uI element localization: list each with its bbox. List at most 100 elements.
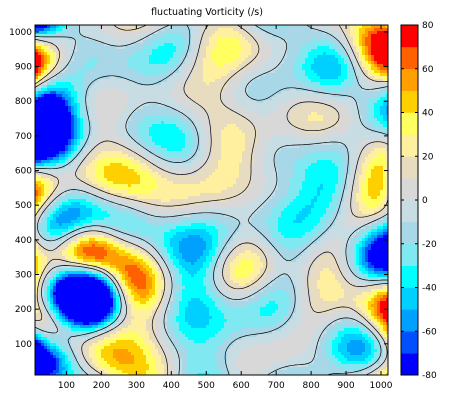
field-cell xyxy=(77,121,81,125)
field-cell xyxy=(35,160,39,164)
field-cell xyxy=(164,28,168,32)
field-cell xyxy=(92,172,96,176)
field-cell xyxy=(314,40,318,44)
field-cell xyxy=(131,169,135,173)
field-cell xyxy=(338,151,342,155)
field-cell xyxy=(380,124,384,128)
field-cell xyxy=(281,88,285,92)
field-cell xyxy=(314,31,318,35)
field-cell xyxy=(92,46,96,50)
field-cell xyxy=(377,130,381,134)
field-cell xyxy=(311,103,315,107)
field-cell xyxy=(92,118,96,122)
field-cell xyxy=(359,64,363,68)
field-cell xyxy=(380,37,384,41)
field-cell xyxy=(284,169,288,173)
field-cell xyxy=(239,61,243,65)
field-cell xyxy=(239,85,243,89)
field-cell xyxy=(44,67,48,71)
field-cell xyxy=(380,67,384,71)
field-cell xyxy=(146,91,150,95)
field-cell xyxy=(137,172,141,176)
field-cell xyxy=(170,154,174,158)
field-cell xyxy=(374,61,378,65)
plot-area xyxy=(34,24,389,376)
field-cell xyxy=(239,139,243,143)
field-cell xyxy=(188,61,192,65)
field-cell xyxy=(209,163,213,167)
field-cell xyxy=(110,145,114,149)
field-cell xyxy=(302,31,306,35)
field-cell xyxy=(74,127,78,131)
field-cell xyxy=(383,118,387,122)
field-cell xyxy=(314,106,318,110)
field-cell xyxy=(74,103,78,107)
field-cell xyxy=(359,112,363,116)
field-cell xyxy=(188,49,192,53)
field-cell xyxy=(368,160,372,164)
field-cell xyxy=(41,67,45,71)
field-cell xyxy=(236,142,240,146)
field-cell xyxy=(71,112,75,116)
field-cell xyxy=(236,64,240,68)
field-cell xyxy=(305,151,309,155)
field-cell xyxy=(200,145,204,149)
field-cell xyxy=(251,145,255,149)
field-cell xyxy=(35,58,39,62)
field-cell xyxy=(50,160,54,164)
field-cell xyxy=(386,73,388,77)
field-cell xyxy=(110,58,114,62)
field-cell xyxy=(47,142,51,146)
field-cell xyxy=(143,52,147,56)
field-cell xyxy=(224,121,228,125)
field-cell xyxy=(74,118,78,122)
field-cell xyxy=(317,154,321,158)
field-cell xyxy=(74,49,78,53)
field-cell xyxy=(212,142,216,146)
field-cell xyxy=(176,70,180,74)
field-cell xyxy=(74,70,78,74)
field-cell xyxy=(251,28,255,32)
field-cell xyxy=(248,88,252,92)
field-cell xyxy=(71,130,75,134)
field-cell xyxy=(38,106,42,110)
field-cell xyxy=(137,40,141,44)
field-cell xyxy=(89,52,93,56)
field-cell xyxy=(119,58,123,62)
field-cell xyxy=(146,100,150,104)
field-cell xyxy=(53,124,57,128)
field-cell xyxy=(68,160,72,164)
field-cell xyxy=(176,154,180,158)
field-cell xyxy=(326,79,330,83)
field-cell xyxy=(59,115,63,119)
field-cell xyxy=(215,79,219,83)
field-cell xyxy=(302,142,306,146)
field-cell xyxy=(47,151,51,155)
field-cell xyxy=(386,109,388,113)
field-cell xyxy=(71,121,75,125)
field-cell xyxy=(308,91,312,95)
field-cell xyxy=(173,109,177,113)
field-cell xyxy=(143,43,147,47)
field-cell xyxy=(80,103,84,107)
field-cell xyxy=(206,34,210,38)
field-cell xyxy=(332,37,336,41)
field-cell xyxy=(146,151,150,155)
field-cell xyxy=(152,40,156,44)
field-cell xyxy=(38,34,42,38)
field-cell xyxy=(134,121,138,125)
field-cell xyxy=(125,148,129,152)
field-cell xyxy=(308,166,312,170)
field-cell xyxy=(89,85,93,89)
field-cell xyxy=(353,127,357,131)
field-cell xyxy=(101,70,105,74)
field-cell xyxy=(356,133,360,137)
field-cell xyxy=(83,70,87,74)
field-cell xyxy=(284,97,288,101)
field-cell xyxy=(38,40,42,44)
field-cell xyxy=(89,175,93,179)
field-cell xyxy=(146,58,150,62)
field-cell xyxy=(314,160,318,164)
field-cell xyxy=(35,46,39,50)
field-cell xyxy=(38,43,42,47)
